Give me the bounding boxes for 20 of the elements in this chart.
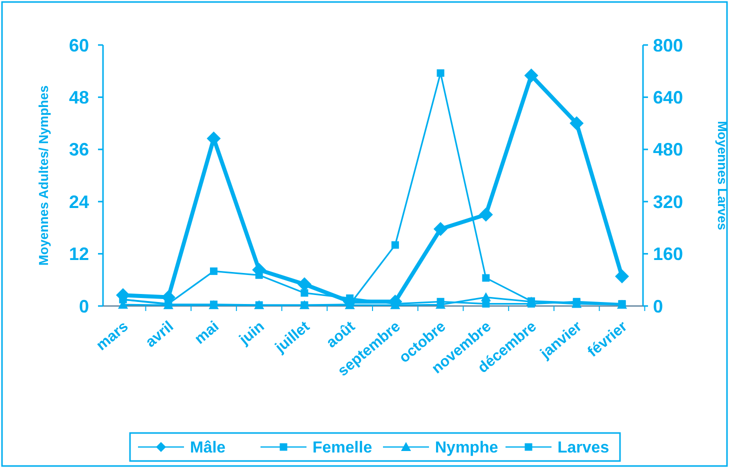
- legend-label: Larves: [558, 440, 610, 457]
- y-axis-title: Moyennes Adultes/ Nymphes: [36, 85, 51, 266]
- y2-tick-label: 480: [653, 140, 684, 160]
- legend-label: Mâle: [190, 440, 226, 457]
- y2-axis-title: Moyennes Larves: [715, 120, 730, 230]
- y2-tick-label: 320: [653, 192, 684, 212]
- y2-tick-label: 0: [653, 296, 664, 316]
- y-tick-label: 0: [78, 296, 89, 316]
- y2-tick-label: 800: [653, 35, 684, 56]
- y2-tick-label: 160: [653, 244, 684, 264]
- x-tick-label: mai: [192, 318, 222, 348]
- y-tick-label: 24: [68, 192, 89, 212]
- y-tick-label: 12: [68, 244, 89, 264]
- legend-label: Femelle: [312, 440, 372, 457]
- y-tick-label: 36: [68, 140, 89, 160]
- legend-label: Nymphe: [435, 440, 498, 457]
- x-tick-label: juin: [236, 318, 268, 349]
- y2-tick-label: 640: [653, 88, 684, 108]
- y-tick-label: 48: [68, 88, 89, 108]
- y-tick-label: 60: [68, 35, 89, 56]
